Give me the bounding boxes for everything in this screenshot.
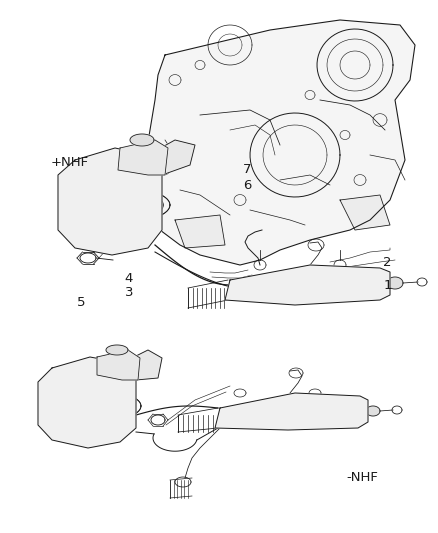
Text: 6: 6 <box>243 179 251 192</box>
Text: 4: 4 <box>125 272 133 285</box>
Polygon shape <box>58 148 162 255</box>
Polygon shape <box>151 415 165 425</box>
Text: 5: 5 <box>77 296 85 309</box>
Text: 1: 1 <box>383 279 392 292</box>
Polygon shape <box>366 406 380 416</box>
Polygon shape <box>387 277 403 289</box>
Polygon shape <box>38 357 136 448</box>
Polygon shape <box>215 393 368 430</box>
Polygon shape <box>106 345 128 355</box>
Polygon shape <box>80 253 96 263</box>
Text: 7: 7 <box>243 163 251 176</box>
Polygon shape <box>118 140 168 175</box>
Polygon shape <box>130 134 154 146</box>
Text: +NHF: +NHF <box>50 156 88 169</box>
Polygon shape <box>148 140 195 175</box>
Polygon shape <box>175 215 225 248</box>
Polygon shape <box>225 265 390 305</box>
Text: 2: 2 <box>383 256 392 269</box>
Text: -NHF: -NHF <box>346 471 378 483</box>
Polygon shape <box>140 20 415 265</box>
Polygon shape <box>340 195 390 230</box>
Polygon shape <box>97 350 140 380</box>
Text: 3: 3 <box>125 286 133 298</box>
Polygon shape <box>122 350 162 380</box>
